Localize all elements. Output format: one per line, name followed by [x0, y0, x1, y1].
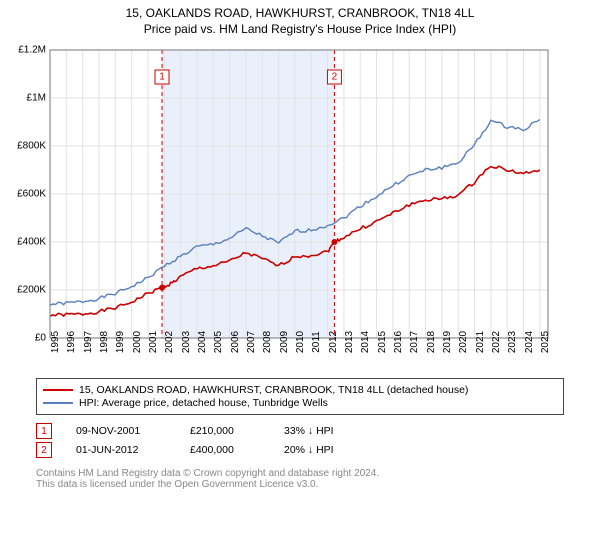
x-axis-tick-label: 2025 — [540, 331, 551, 353]
x-axis-tick-label: 2000 — [132, 331, 143, 353]
sale-point-dot — [159, 285, 165, 291]
x-axis-tick-label: 2017 — [409, 331, 420, 353]
sale-row: 1 09-NOV-2001 £210,000 33% ↓ HPI — [36, 423, 564, 439]
footer-line-2: This data is licensed under the Open Gov… — [36, 479, 564, 490]
x-axis-tick-label: 2021 — [475, 331, 486, 353]
x-axis-tick-label: 2020 — [458, 331, 469, 353]
sale-row-marker: 2 — [36, 442, 52, 458]
footer-line-1: Contains HM Land Registry data © Crown c… — [36, 468, 564, 479]
sale-marker-number: 2 — [332, 72, 338, 83]
x-axis-tick-label: 2019 — [442, 331, 453, 353]
y-axis-tick-label: £200K — [17, 285, 50, 296]
x-axis-tick-label: 1999 — [115, 331, 126, 353]
y-axis-tick-label: £400K — [17, 237, 50, 248]
chart-subtitle: Price paid vs. HM Land Registry's House … — [0, 22, 600, 36]
x-axis-tick-label: 2002 — [164, 331, 175, 353]
x-axis-tick-label: 2004 — [197, 331, 208, 353]
y-axis-tick-label: £1M — [27, 93, 50, 104]
x-axis-tick-label: 1996 — [66, 331, 77, 353]
x-axis-tick-label: 2014 — [360, 331, 371, 353]
x-axis-tick-label: 2008 — [262, 331, 273, 353]
chart-title: 15, OAKLANDS ROAD, HAWKHURST, CRANBROOK,… — [0, 6, 600, 20]
sale-row: 2 01-JUN-2012 £400,000 20% ↓ HPI — [36, 442, 564, 458]
x-axis-tick-label: 2003 — [181, 331, 192, 353]
x-axis-tick-label: 2016 — [393, 331, 404, 353]
sales-table: 1 09-NOV-2001 £210,000 33% ↓ HPI 2 01-JUN-201… — [36, 423, 564, 458]
chart-svg: 12 — [14, 44, 554, 344]
x-axis-tick-label: 2010 — [295, 331, 306, 353]
x-axis-tick-label: 1997 — [83, 331, 94, 353]
x-axis-tick-label: 1995 — [50, 331, 61, 353]
legend-label: 15, OAKLANDS ROAD, HAWKHURST, CRANBROOK,… — [79, 384, 468, 396]
y-axis-tick-label: £1.2M — [18, 45, 50, 56]
sale-vs-hpi: 20% ↓ HPI — [284, 444, 334, 456]
sale-price: £210,000 — [190, 425, 260, 437]
chart-area: £0£200K£400K£600K£800K£1M£1.2M1995199619… — [14, 44, 554, 344]
x-axis-tick-label: 2015 — [377, 331, 388, 353]
legend: 15, OAKLANDS ROAD, HAWKHURST, CRANBROOK,… — [36, 378, 564, 415]
price-chart-container: { "title": "15, OAKLANDS ROAD, HAWKHURST… — [0, 0, 600, 560]
sale-vs-hpi: 33% ↓ HPI — [284, 425, 334, 437]
sale-point-dot — [331, 239, 337, 245]
footer-attribution: Contains HM Land Registry data © Crown c… — [36, 468, 564, 490]
x-axis-tick-label: 2024 — [524, 331, 535, 353]
y-axis-tick-label: £600K — [17, 189, 50, 200]
sale-date: 01-JUN-2012 — [76, 444, 166, 456]
x-axis-tick-label: 2007 — [246, 331, 257, 353]
legend-item: 15, OAKLANDS ROAD, HAWKHURST, CRANBROOK,… — [43, 384, 557, 396]
sale-date: 09-NOV-2001 — [76, 425, 166, 437]
x-axis-tick-label: 2009 — [279, 331, 290, 353]
x-axis-tick-label: 2011 — [311, 331, 322, 353]
legend-swatch — [43, 389, 73, 391]
x-axis-tick-label: 2018 — [426, 331, 437, 353]
x-axis-tick-label: 2001 — [148, 331, 159, 353]
sale-price: £400,000 — [190, 444, 260, 456]
y-axis-tick-label: £0 — [35, 333, 50, 344]
x-axis-tick-label: 2013 — [344, 331, 355, 353]
y-axis-tick-label: £800K — [17, 141, 50, 152]
x-axis-tick-label: 2006 — [230, 331, 241, 353]
legend-label: HPI: Average price, detached house, Tunb… — [79, 397, 328, 409]
x-axis-tick-label: 2022 — [491, 331, 502, 353]
x-axis-tick-label: 2012 — [328, 331, 339, 353]
x-axis-tick-label: 1998 — [99, 331, 110, 353]
legend-swatch — [43, 402, 73, 404]
x-axis-tick-label: 2023 — [507, 331, 518, 353]
sale-row-marker: 1 — [36, 423, 52, 439]
x-axis-tick-label: 2005 — [213, 331, 224, 353]
sale-marker-number: 1 — [159, 72, 165, 83]
legend-item: HPI: Average price, detached house, Tunb… — [43, 397, 557, 409]
